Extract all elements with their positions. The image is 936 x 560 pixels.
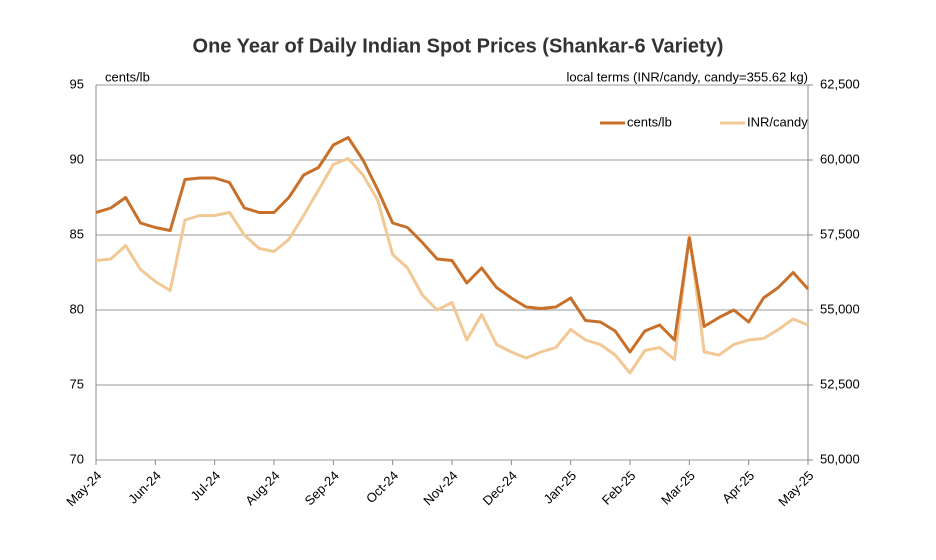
x-tick-label: Mar-25	[658, 468, 698, 508]
y2-tick-label: 52,500	[820, 376, 860, 391]
y-tick-label: 80	[70, 301, 84, 316]
y2-axis-label: local terms (INR/candy, candy=355.62 kg)	[567, 69, 808, 84]
y-tick-label: 85	[70, 226, 84, 241]
x-tick-label: Jan-25	[541, 468, 580, 507]
y2-tick-label: 62,500	[820, 76, 860, 91]
x-tick-label: Dec-24	[480, 468, 520, 508]
legend-label: INR/candy	[747, 114, 808, 129]
x-tick-label: Feb-25	[599, 468, 639, 508]
x-tick-label: Sep-24	[302, 468, 342, 508]
x-tick-label: Apr-25	[719, 468, 757, 506]
y2-tick-label: 55,000	[820, 301, 860, 316]
y-tick-label: 90	[70, 151, 84, 166]
legend-label: cents/lb	[627, 114, 672, 129]
y2-tick-label: 50,000	[820, 451, 860, 466]
x-tick-label: May-25	[775, 468, 816, 509]
chart-title: One Year of Daily Indian Spot Prices (Sh…	[193, 35, 724, 57]
y-tick-label: 70	[70, 451, 84, 466]
y2-tick-label: 57,500	[820, 226, 860, 241]
series-line	[95, 157, 809, 375]
x-tick-label: Aug-24	[242, 468, 282, 508]
x-tick-label: Jun-24	[125, 468, 164, 507]
x-tick-label: Oct-24	[363, 468, 401, 506]
x-tick-label: Nov-24	[420, 468, 460, 508]
x-tick-label: Jul-24	[188, 468, 224, 504]
y-tick-label: 95	[70, 76, 84, 91]
x-tick-label: May-24	[63, 468, 104, 509]
y-axis-label: cents/lb	[105, 69, 150, 84]
series-line	[95, 136, 810, 354]
y-tick-label: 75	[70, 376, 84, 391]
y2-tick-label: 60,000	[820, 151, 860, 166]
